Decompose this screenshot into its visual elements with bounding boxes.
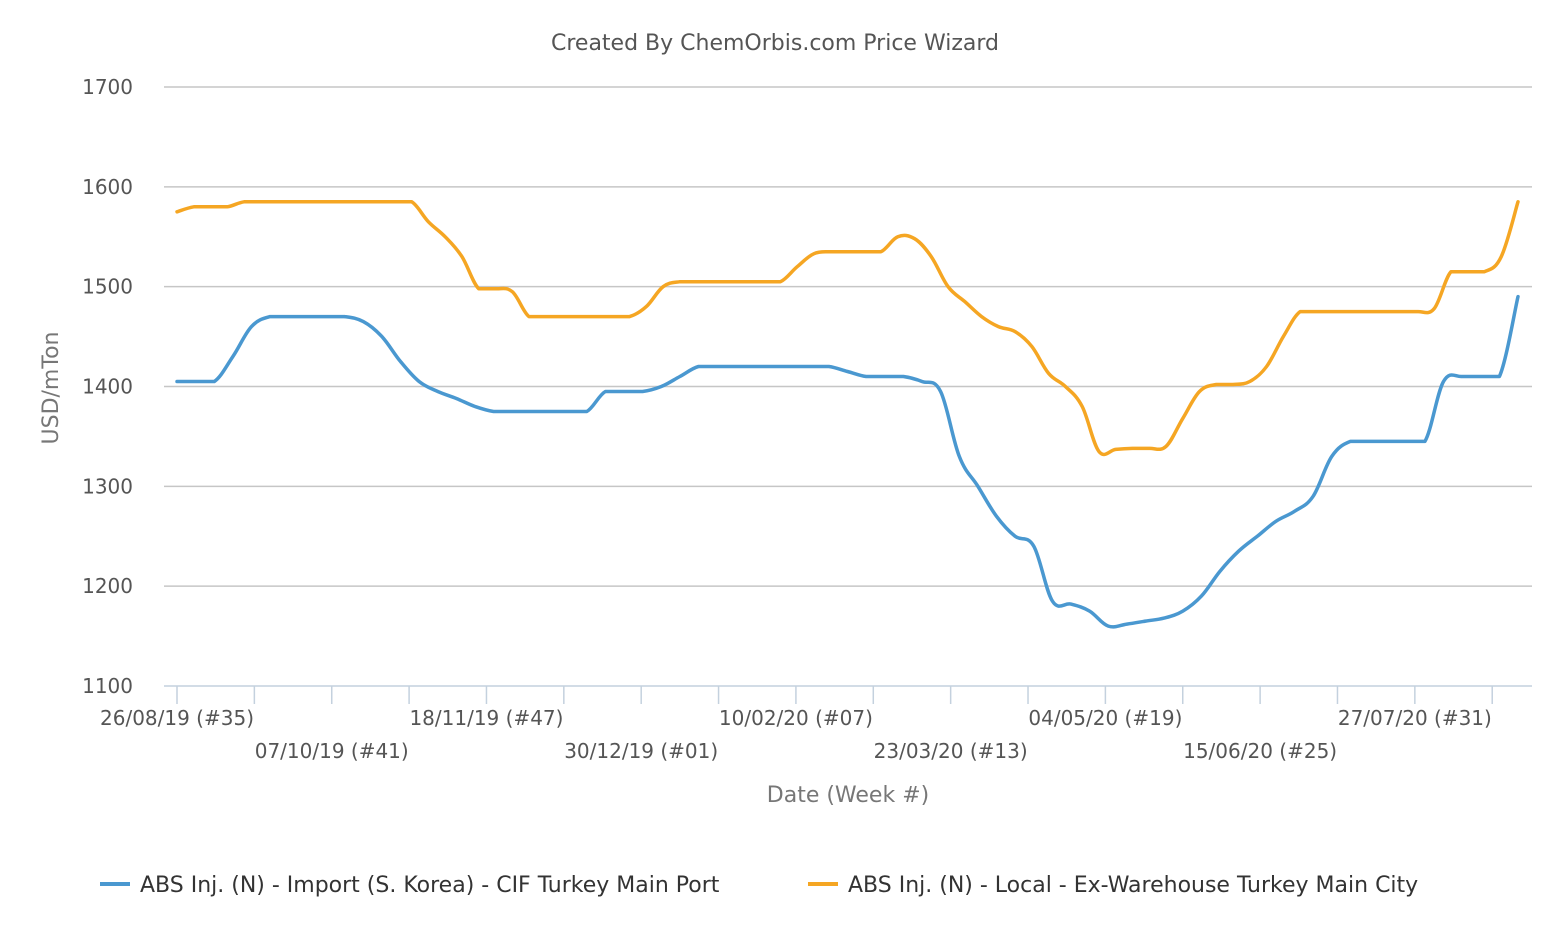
y-tick-label: 1300: [82, 474, 133, 498]
legend-label-local: ABS Inj. (N) - Local - Ex-Warehouse Turk…: [848, 873, 1418, 898]
x-axis-ticks: 26/08/19 (#35)07/10/19 (#41)18/11/19 (#4…: [100, 686, 1493, 763]
y-tick-label: 1600: [82, 175, 133, 199]
y-tick-label: 1500: [82, 275, 133, 299]
x-tick-label: 26/08/19 (#35): [100, 706, 254, 730]
legend-item-import[interactable]: ABS Inj. (N) - Import (S. Korea) - CIF T…: [100, 873, 720, 898]
legend-item-local[interactable]: ABS Inj. (N) - Local - Ex-Warehouse Turk…: [808, 873, 1418, 898]
y-axis-title: USD/mTon: [39, 332, 64, 445]
series-line-import[interactable]: [175, 294, 1520, 629]
x-tick-label: 18/11/19 (#47): [409, 706, 563, 730]
legend-label-import: ABS Inj. (N) - Import (S. Korea) - CIF T…: [140, 873, 720, 898]
x-tick-label: 23/03/20 (#13): [874, 739, 1028, 763]
series-line-local[interactable]: [175, 200, 1520, 457]
x-tick-label: 15/06/20 (#25): [1183, 739, 1337, 763]
grid: [164, 86, 1532, 587]
y-tick-label: 1400: [82, 375, 133, 399]
x-tick-label: 27/07/20 (#31): [1338, 706, 1492, 730]
legend: ABS Inj. (N) - Import (S. Korea) - CIF T…: [100, 873, 1418, 898]
x-tick-label: 07/10/19 (#41): [255, 739, 409, 763]
y-tick-label: 1200: [82, 574, 133, 598]
series-lines: [175, 200, 1520, 629]
y-tick-label: 1700: [82, 75, 133, 99]
x-tick-label: 30/12/19 (#01): [564, 739, 718, 763]
y-axis-ticks: 1700 1600 1500 1400 1300 1200 1100: [82, 75, 133, 698]
x-axis-title: Date (Week #): [767, 783, 929, 808]
x-tick-label: 04/05/20 (#19): [1028, 706, 1182, 730]
x-tick-label: 10/02/20 (#07): [719, 706, 873, 730]
chart-title: Created By ChemOrbis.com Price Wizard: [551, 31, 999, 56]
y-tick-label: 1100: [82, 674, 133, 698]
